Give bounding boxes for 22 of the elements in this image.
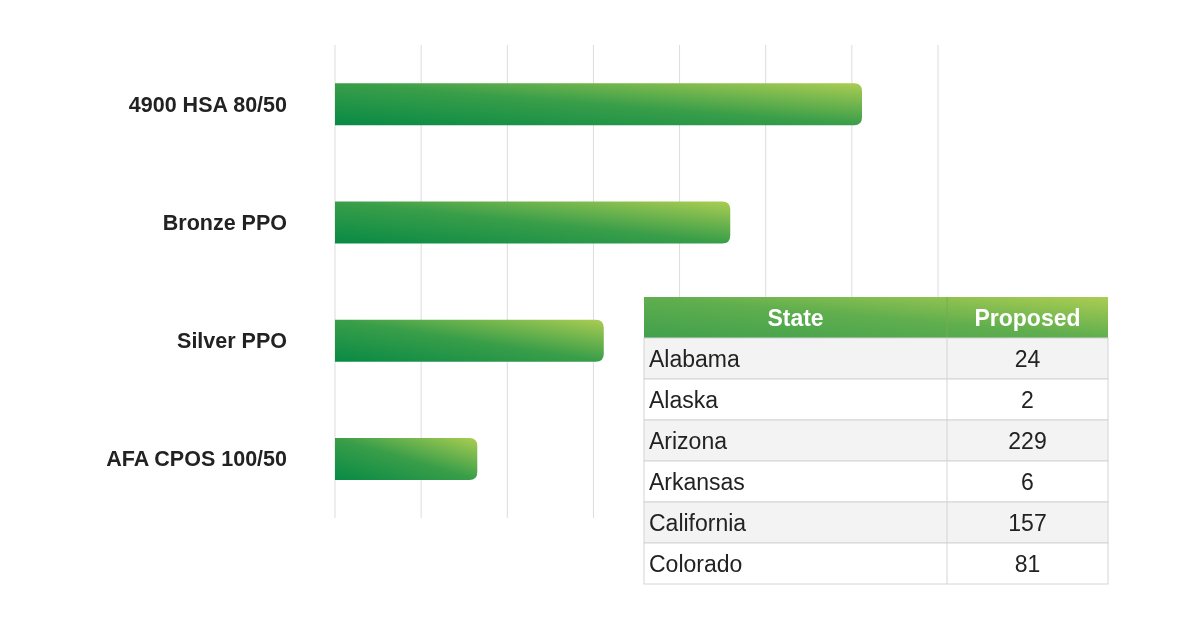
bar	[335, 83, 862, 126]
data-label: 2	[1021, 386, 1034, 413]
y-tick-label: 4900 HSA 80/50	[128, 92, 288, 117]
data-label: 157	[1008, 509, 1047, 536]
y-tick-label: Silver PPO	[177, 329, 287, 354]
text: State	[767, 304, 824, 331]
category-label: Alabama	[649, 345, 740, 372]
category-label: Arizona	[649, 427, 728, 454]
bar	[335, 319, 604, 362]
data-label: 81	[1014, 550, 1041, 577]
text: Proposed	[974, 304, 1081, 331]
y-tick-label: Bronze PPO	[162, 210, 287, 235]
data-label: 24	[1014, 345, 1041, 372]
bar	[335, 201, 731, 244]
data-label: 229	[1008, 427, 1047, 454]
category-label: Arkansas	[649, 468, 745, 495]
y-tick-label: AFA CPOS 100/50	[106, 447, 288, 472]
bar	[335, 437, 478, 480]
category-label: Colorado	[649, 550, 743, 577]
category-label: Alaska	[649, 386, 719, 413]
category-label: California	[649, 509, 747, 536]
data-label: 6	[1021, 468, 1034, 495]
